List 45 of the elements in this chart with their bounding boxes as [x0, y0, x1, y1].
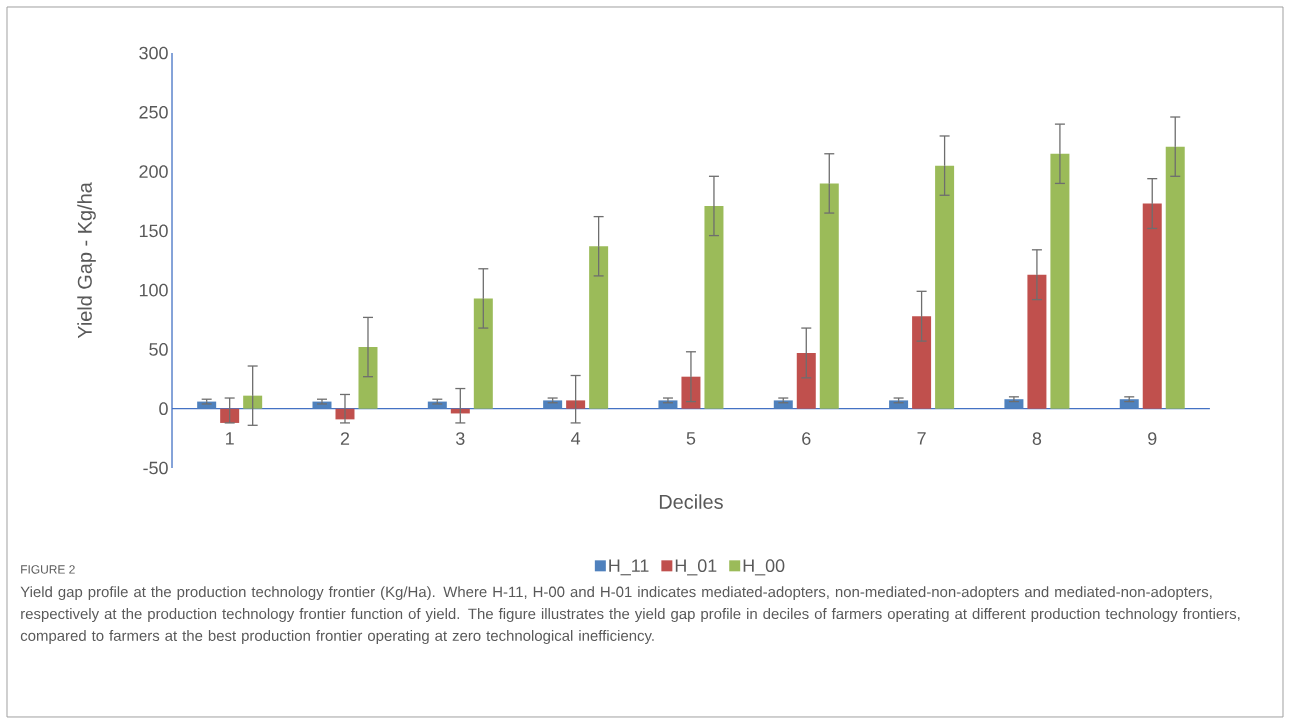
bar	[1165, 146, 1185, 409]
text: Yield gap profile at the production technology frontier (Kg/Ha). Where H-11, H-00 and H-01 indicates mediated-adopters, non-mediated-non-adopters and mediated-non-adopters, respectively at the production technology frontier function of yield. The figure illustrates the yield gap profile in deciles of farmers operating at different production technology frontiers, compared to farmers at the best production frontier operating at zero technological inefficiency.	[20, 586, 1240, 644]
bar	[543, 400, 563, 409]
x-tick-label: 4	[571, 432, 581, 445]
x-tick-label: 1	[226, 432, 234, 445]
x-tick-label: 5	[686, 432, 696, 445]
legend-label: H_01	[675, 559, 717, 576]
x-tick-label: 2	[340, 432, 350, 445]
bar	[566, 400, 586, 409]
caption: FIGURE 2	[21, 565, 75, 574]
bar	[1119, 399, 1139, 409]
y-tick-label: -50	[143, 461, 168, 475]
bar	[819, 183, 839, 409]
bar	[704, 205, 724, 409]
bar	[912, 316, 932, 409]
bar	[1027, 274, 1047, 409]
legend-label: H_00	[743, 559, 785, 576]
bar	[796, 352, 816, 409]
bar	[658, 400, 678, 409]
x-tick-label: 6	[802, 432, 811, 445]
y-tick-label: 100	[139, 283, 168, 297]
bar	[889, 400, 909, 409]
y-axis-title: Yield Gap - Kg/ha	[77, 182, 96, 339]
bar	[1004, 399, 1024, 409]
bar	[358, 347, 378, 409]
x-tick-label: 3	[456, 432, 465, 445]
y-tick-label: 50	[149, 343, 168, 356]
bar	[473, 298, 493, 409]
x-tick-label: 8	[1032, 432, 1042, 445]
bar	[935, 165, 955, 409]
y-tick-label: 200	[139, 165, 168, 178]
bar	[243, 395, 263, 409]
y-tick-label: 250	[139, 105, 168, 119]
bar	[773, 400, 793, 409]
x-tick-label: 9	[1148, 432, 1157, 445]
x-tick-label: 7	[917, 432, 926, 445]
bar	[1142, 203, 1162, 409]
legend-label: H_11	[609, 559, 649, 576]
bar	[589, 246, 609, 409]
bar	[1050, 153, 1070, 409]
x-axis-title: Deciles	[659, 494, 723, 509]
bar	[220, 408, 240, 423]
y-tick-label: 0	[159, 402, 168, 416]
y-tick-label: 300	[139, 46, 168, 60]
y-tick-label: 150	[139, 224, 168, 238]
